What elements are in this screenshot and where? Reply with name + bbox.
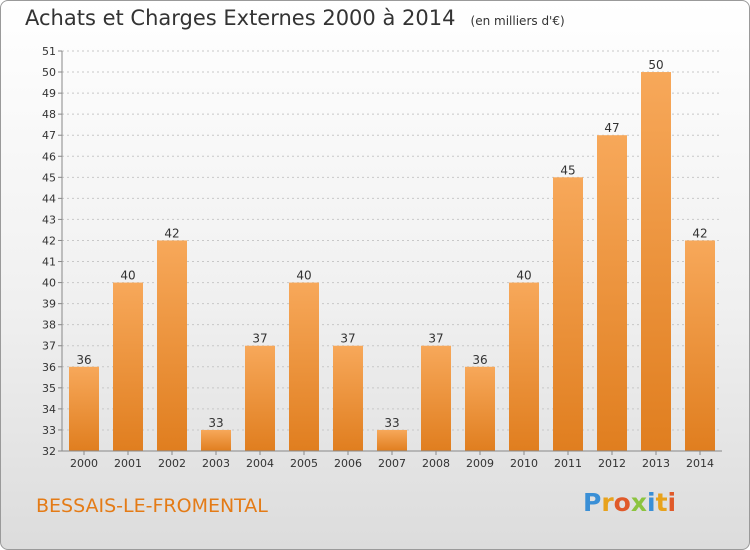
logo-letter: i (667, 488, 677, 517)
bar-value-label: 36 (76, 353, 91, 367)
y-tick-label: 41 (42, 256, 56, 269)
logo-letter: t (655, 488, 668, 517)
logo-letter: i (647, 488, 656, 517)
y-tick-label: 37 (42, 340, 56, 353)
bar (553, 177, 583, 451)
x-tick-label: 2001 (114, 457, 142, 470)
bar-value-label: 45 (560, 163, 575, 177)
city-name: BESSAIS-LE-FROMENTAL (36, 495, 268, 517)
x-tick-label: 2009 (466, 457, 494, 470)
y-tick-label: 33 (42, 424, 56, 437)
bar (421, 345, 451, 451)
bars: 36 40 42 33 37 40 37 33 37 36 40 45 47 50 42 (69, 58, 715, 452)
x-tick-label: 2002 (158, 457, 186, 470)
bar-value-label: 37 (428, 332, 443, 346)
bar (245, 345, 275, 451)
y-tick-label: 45 (42, 171, 56, 184)
bar-value-label: 33 (384, 416, 399, 430)
bar-value-label: 37 (252, 332, 267, 346)
bar (509, 282, 539, 451)
logo-letter: o (613, 488, 631, 517)
bar (597, 135, 627, 452)
y-tick-label: 43 (42, 213, 56, 226)
y-tick-label: 39 (42, 298, 56, 311)
y-tick-label: 36 (42, 361, 56, 374)
y-tick-label: 34 (42, 403, 56, 416)
logo-letter: x (630, 488, 647, 517)
x-tick-label: 2000 (70, 457, 98, 470)
bar (377, 429, 407, 451)
x-tick-label: 2003 (202, 457, 230, 470)
bar-value-label: 40 (120, 269, 135, 283)
x-tick-label: 2013 (642, 457, 670, 470)
y-tick-label: 44 (42, 192, 56, 205)
bar (157, 240, 187, 451)
chart-unit: (en milliers d'€) (470, 14, 565, 28)
bar (685, 240, 715, 451)
axes: 32 33 34 35 36 37 38 39 40 41 42 43 44 45 46 47 48 49 50 51… (42, 45, 722, 470)
y-tick-label: 42 (42, 234, 56, 247)
chart-title-block: Achats et Charges Externes 2000 à 2014 (… (25, 6, 565, 30)
chart-title: Achats et Charges Externes 2000 à 2014 (25, 6, 456, 30)
bar-value-label: 50 (648, 58, 663, 72)
y-tick-label: 40 (42, 277, 56, 290)
x-tick-label: 2012 (598, 457, 626, 470)
y-tick-label: 32 (42, 445, 56, 458)
x-tick-label: 2011 (554, 457, 582, 470)
bar (201, 429, 231, 451)
bar-value-label: 42 (164, 226, 179, 240)
bar-value-label: 42 (692, 226, 707, 240)
bar-value-label: 47 (604, 121, 619, 135)
bar (289, 282, 319, 451)
bar (465, 366, 495, 451)
bar-value-label: 40 (296, 269, 311, 283)
y-tick-label: 51 (42, 45, 56, 58)
bar-value-label: 36 (472, 353, 487, 367)
proxiti-logo: Proxiti (583, 488, 676, 517)
bar (69, 366, 99, 451)
logo-letter: P (583, 488, 602, 517)
logo-letter: r (601, 488, 614, 517)
bar-value-label: 37 (340, 332, 355, 346)
y-tick-label: 35 (42, 382, 56, 395)
bar (641, 72, 671, 451)
x-tick-label: 2004 (246, 457, 274, 470)
y-tick-label: 47 (42, 129, 56, 142)
x-tick-label: 2007 (378, 457, 406, 470)
bar (113, 282, 143, 451)
y-tick-label: 48 (42, 108, 56, 121)
x-tick-label: 2010 (510, 457, 538, 470)
x-tick-label: 2005 (290, 457, 318, 470)
bar-value-label: 40 (516, 269, 531, 283)
y-tick-label: 38 (42, 319, 56, 332)
x-tick-label: 2008 (422, 457, 450, 470)
x-tick-label: 2006 (334, 457, 362, 470)
bar (333, 345, 363, 451)
y-tick-label: 46 (42, 150, 56, 163)
y-tick-label: 49 (42, 87, 56, 100)
x-tick-label: 2014 (686, 457, 714, 470)
bar-value-label: 33 (208, 416, 223, 430)
y-tick-label: 50 (42, 66, 56, 79)
